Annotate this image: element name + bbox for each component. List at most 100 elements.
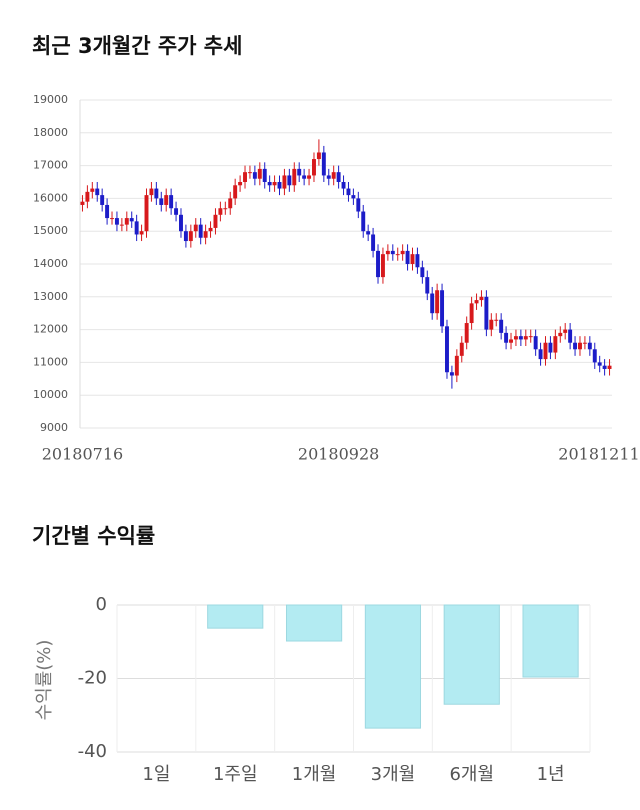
candle-body (95, 188, 100, 196)
candle-body (198, 224, 203, 238)
candle-body (238, 182, 243, 186)
candle-body (218, 208, 223, 215)
candle-body (252, 172, 257, 179)
candle-body (410, 254, 415, 264)
y-tick-label: 0 (96, 594, 107, 615)
candle-body (193, 224, 198, 232)
candle-body (174, 208, 179, 215)
y-tick-label: 16000 (33, 191, 68, 204)
x-tick-label: 1일 (142, 764, 170, 785)
candle-body (316, 152, 321, 160)
candle-body (582, 342, 587, 344)
candle-body (80, 201, 85, 205)
candle-body (312, 159, 316, 176)
candle-body (188, 231, 193, 242)
x-tick-label: 20181211 (558, 445, 639, 464)
candle-body (233, 185, 238, 199)
x-tick-label: 3개월 (371, 764, 416, 785)
candle-body (479, 296, 484, 301)
candle-body (247, 172, 252, 174)
candle-body (499, 319, 504, 333)
candle-body (548, 342, 553, 353)
bar (285, 604, 343, 642)
candle-body (587, 342, 592, 350)
candle-body (538, 349, 543, 360)
candle-body (307, 175, 312, 179)
candle-body (213, 214, 218, 228)
candle-body (341, 182, 346, 189)
candle-body (523, 336, 528, 340)
x-tick-label: 6개월 (449, 764, 494, 785)
candle-body (440, 290, 445, 327)
bar (207, 604, 264, 629)
candle-body (119, 224, 124, 226)
candle-body (518, 336, 523, 340)
candle-body (366, 231, 371, 235)
candle-body (124, 218, 129, 225)
candle-body (139, 231, 144, 235)
x-tick-label: 20180928 (298, 445, 379, 464)
candle-body (183, 231, 188, 242)
candle-body (563, 329, 568, 333)
chart-title: 기간별 수익률 (32, 524, 155, 548)
candle-body (85, 191, 90, 202)
candle-body (243, 172, 247, 182)
bar (522, 604, 579, 678)
y-tick-label: 17000 (33, 159, 68, 172)
candle-body (110, 218, 114, 220)
candle-body (395, 254, 400, 256)
candle-body (257, 168, 262, 179)
y-tick-label: -20 (78, 668, 107, 689)
candle-body (573, 342, 578, 350)
y-tick-label: 12000 (33, 323, 68, 336)
x-tick-label: 1개월 (292, 764, 337, 785)
candle-body (454, 355, 459, 376)
candle-body (331, 172, 336, 179)
candle-body (114, 218, 119, 225)
candle-body (351, 195, 356, 199)
candle-body (144, 195, 149, 232)
candle-body (489, 319, 494, 330)
candle-body (169, 195, 174, 209)
bar (364, 604, 422, 729)
candle-body (528, 336, 533, 338)
candle-body (602, 365, 607, 369)
candle-body (400, 250, 405, 255)
x-tick-label: 1년 (537, 764, 565, 785)
candle-body (449, 372, 454, 376)
y-tick-label: 11000 (33, 355, 68, 368)
candle-body (459, 342, 464, 356)
candle-body (297, 168, 302, 176)
candle-body (282, 175, 287, 189)
candle-body (371, 234, 376, 251)
y-tick-label: 19000 (33, 93, 68, 106)
candle-body (149, 188, 154, 196)
candle-body (326, 175, 331, 179)
candle-body (380, 254, 385, 278)
candle-body (420, 267, 425, 278)
candle-body (159, 198, 164, 205)
candle-body (445, 326, 449, 373)
y-axis-label: 수익률(%) (34, 640, 55, 721)
candle-body (592, 349, 597, 363)
candle-body (267, 182, 272, 186)
candle-body (415, 254, 420, 268)
candle-body (361, 211, 366, 232)
candle-body (164, 195, 169, 205)
candle-body (223, 208, 228, 210)
candle-body (513, 336, 518, 340)
candle-body (336, 172, 341, 182)
candle-body (405, 250, 410, 264)
candle-body (474, 300, 479, 304)
y-tick-label: 13000 (33, 290, 68, 303)
candle-body (504, 332, 509, 343)
candle-body (321, 152, 326, 176)
candle-body (435, 290, 440, 314)
y-tick-label: 10000 (33, 388, 68, 401)
candle-body (484, 296, 489, 330)
candle-body (105, 204, 110, 219)
candle-body (208, 227, 213, 232)
candle-body (129, 218, 134, 222)
candle-body (292, 168, 297, 186)
